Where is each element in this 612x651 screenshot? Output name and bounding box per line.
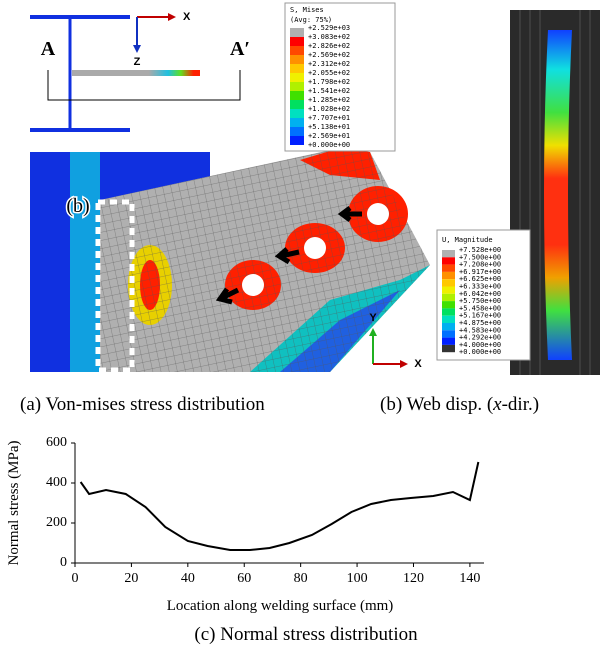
legend-label: +1.541e+02 [308,87,350,95]
legend-label: +6.042e+00 [459,290,501,298]
caption-part: x [492,394,502,415]
data-line [79,461,480,551]
axis-label: X [414,358,422,370]
legend-label: +5.167e+00 [459,312,501,320]
legend: +7.528e+00+7.500e+00+7.208e+00+6.917e+00… [442,246,501,356]
legend-swatch [442,323,455,331]
x-tick-label: 0 [72,571,79,586]
legend-label: +4.583e+00 [459,326,501,334]
legend-label: +2.529e+03 [308,24,350,32]
legend-label: +2.569e+01 [308,132,350,140]
legend-swatch [290,37,304,46]
legend-label: +6.625e+00 [459,275,501,283]
legend-label: +6.917e+00 [459,268,501,276]
caption: (b) Web disp. (x-dir.) [380,394,539,415]
legend-title: U, Magnitude [442,236,493,244]
x-tick-label: 80 [294,571,308,586]
legend-swatch [442,264,455,272]
legend-swatch [290,136,304,145]
caption: (a) Von-mises stress distribution [20,394,265,415]
legend-swatch [442,257,455,265]
section-label: A [41,38,56,60]
legend-swatch [290,82,304,91]
legend-label: +7.528e+00 [459,246,501,254]
caption-part: (b) Web disp. ( [380,394,493,415]
legend-swatch [290,73,304,82]
legend-label: +2.312e+02 [308,60,350,68]
legend-label: +0.000e+00 [308,141,350,149]
legend-label: +1.285e+02 [308,96,350,104]
y-tick-label: 600 [46,435,67,450]
legend-swatch [290,91,304,100]
legend-title: S, Mises [290,6,324,14]
legend-label: +2.055e+02 [308,69,350,77]
legend-label: +0.000e+00 [459,348,501,356]
legend-swatch [442,344,455,353]
legend-label: +5.750e+00 [459,297,501,305]
y-tick-label: 400 [46,475,67,490]
legend-swatch [290,100,304,109]
legend-subtitle: (Avg: 75%) [290,16,332,24]
legend-swatch [290,127,304,136]
legend-swatch [442,250,455,258]
stress-contour [30,148,430,373]
y-tick-label: 0 [60,555,67,570]
legend-swatch [290,118,304,127]
y-tick-label: 200 [46,515,67,530]
legend-label: +2.826e+02 [308,42,350,50]
legend-label: +6.333e+00 [459,283,501,291]
legend-label: +4.292e+00 [459,334,501,342]
legend-label: +2.569e+02 [308,51,350,59]
legend-swatch [442,286,455,294]
legend-label: +7.500e+00 [459,253,501,261]
legend-swatch [442,337,455,345]
legend-swatch [442,293,455,302]
chart: 0 200 400 600 0 20 40 60 80 100 120 140 [46,435,484,586]
legend-label: +1.798e+02 [308,78,350,86]
axis-label: X [183,11,191,23]
legend-label: +7.208e+00 [459,261,501,269]
legend-swatch [442,301,455,309]
legend-swatch [442,279,455,287]
x-tick-label: 60 [237,571,251,586]
legend-label: +5.138e+01 [308,123,350,131]
legend-label: +4.000e+00 [459,341,501,349]
legend-swatch [442,330,455,338]
legend-swatch [290,46,304,55]
legend-label: +5.458e+00 [459,304,501,312]
legend-swatch [442,315,455,323]
x-tick-label: 140 [459,571,480,586]
legend-swatch [290,28,304,37]
x-tick-label: 100 [347,571,368,586]
section-sketch [30,13,241,132]
caption-part: -dir.) [502,394,539,415]
legend-swatch [290,109,304,118]
legend-label: +4.875e+00 [459,319,501,327]
axis-label: Y [369,312,377,324]
legend-swatch [290,64,304,73]
legend-label: +1.028e+02 [308,105,350,113]
x-tick-label: 120 [403,571,424,586]
legend: +2.529e+03+3.083e+02+2.826e+02+2.569e+02… [290,24,350,149]
y-axis-label: Normal stress (MPa) [6,441,22,566]
section-label: A′ [230,38,250,60]
x-tick-label: 40 [181,571,195,586]
x-tick-label: 20 [124,571,138,586]
callout: (b) [66,195,89,217]
legend-swatch [290,55,304,64]
legend-label: +7.707e+01 [308,114,350,122]
caption: (c) Normal stress distribution [194,624,418,645]
legend-swatch [442,308,455,316]
axis-label: Z [134,56,141,68]
legend-swatch [442,271,455,280]
x-axis-label: Location along welding surface (mm) [167,598,394,614]
legend-label: +3.083e+02 [308,33,350,41]
